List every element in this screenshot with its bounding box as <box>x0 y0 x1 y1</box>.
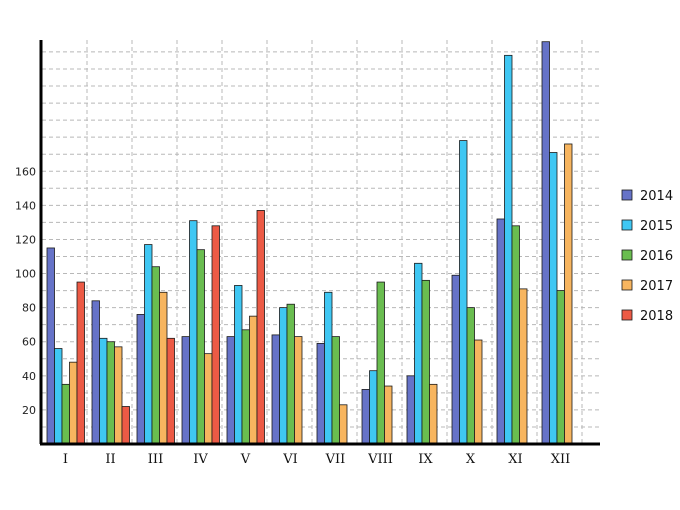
bar-2018-II <box>121 406 130 445</box>
y-tick-label: 20 <box>22 404 36 417</box>
bar-2014-V <box>226 336 235 445</box>
legend-label-2018: 2018 <box>640 309 673 324</box>
bar-2015-I <box>54 348 63 445</box>
legend-swatch-2017 <box>621 279 633 291</box>
x-tick-label: XI <box>508 452 522 467</box>
x-tick-label: V <box>240 452 251 467</box>
bar-2016-II <box>106 341 115 445</box>
x-tick-label: XII <box>551 452 571 467</box>
bar-2015-VI <box>279 307 288 445</box>
bar-2017-VIII <box>384 385 393 445</box>
bar-2015-XI <box>504 54 513 445</box>
bar-2015-V <box>234 285 243 445</box>
bar-2014-XI <box>496 218 505 445</box>
bar-2016-IV <box>196 249 205 445</box>
bar-2015-VII <box>324 291 333 445</box>
bar-2014-III <box>136 314 145 445</box>
x-tick-label: VIII <box>367 452 393 467</box>
x-tick-label: I <box>63 452 68 467</box>
bar-2016-I <box>61 383 70 445</box>
bar-2014-VIII <box>361 389 370 445</box>
bar-2017-II <box>114 346 123 445</box>
bar-2017-IV <box>204 353 213 445</box>
bar-2016-VI <box>286 303 295 445</box>
legend-label-2016: 2016 <box>640 249 673 264</box>
bar-2014-II <box>91 300 100 445</box>
x-tick-label: III <box>148 452 163 467</box>
y-tick-label: 60 <box>22 336 36 349</box>
y-tick-label: 100 <box>15 268 36 281</box>
bars <box>46 41 573 445</box>
bar-2016-IX <box>421 279 430 445</box>
bar-2018-V <box>256 210 265 445</box>
bar-2014-XII <box>541 41 550 445</box>
bar-2016-X <box>466 307 475 445</box>
bar-2015-III <box>144 244 153 445</box>
bar-2017-X <box>474 339 483 445</box>
bar-2017-IX <box>429 383 438 445</box>
bar-2014-VI <box>271 334 280 445</box>
bar-2016-VIII <box>376 281 385 445</box>
legend-swatch-2016 <box>621 249 633 261</box>
legend-label-2015: 2015 <box>640 219 673 234</box>
bar-2014-I <box>46 247 55 445</box>
bar-2016-V <box>241 329 250 445</box>
bar-2014-VII <box>316 343 325 445</box>
x-tick-label: II <box>105 452 115 467</box>
bar-2016-XI <box>511 225 520 445</box>
y-tick-label: 160 <box>15 165 36 178</box>
x-tick-label: VI <box>282 452 298 467</box>
bar-2017-XII <box>564 143 573 445</box>
bar-2017-V <box>249 315 258 445</box>
bar-2018-IV <box>211 225 220 445</box>
bar-2015-II <box>99 337 108 445</box>
y-tick-label: 40 <box>22 370 36 383</box>
legend-label-2017: 2017 <box>640 279 673 294</box>
x-tick-label: IX <box>418 452 433 467</box>
bar-2015-IX <box>414 262 423 445</box>
bar-2015-X <box>459 140 468 445</box>
bar-2017-XI <box>519 288 528 445</box>
legend-swatch-2015 <box>621 219 633 231</box>
bar-2015-VIII <box>369 370 378 445</box>
legend-swatch-2018 <box>621 309 633 321</box>
x-tick-label: IV <box>193 452 208 467</box>
bar-2014-IX <box>406 375 415 445</box>
bar-2018-III <box>166 337 175 445</box>
bar-2016-III <box>151 266 160 445</box>
x-tick-labels: I II III IV V VI VII VIII IX X XI XII <box>63 452 570 467</box>
bar-2014-X <box>451 274 460 445</box>
x-tick-label: VII <box>325 452 346 467</box>
y-tick-label: 80 <box>22 302 36 315</box>
y-tick-labels: 20 40 60 80 100 120 140 160 <box>15 165 36 417</box>
bar-2018-I <box>76 281 85 445</box>
y-tick-label: 140 <box>15 199 36 212</box>
bar-2017-I <box>69 361 78 445</box>
bar-2017-VI <box>294 336 303 445</box>
bar-2015-XII <box>549 152 558 445</box>
legend: 2014 2015 2016 2017 2018 <box>621 189 673 324</box>
bar-2014-IV <box>181 336 190 445</box>
bar-2016-XII <box>556 290 565 445</box>
legend-swatch-2014 <box>621 189 633 201</box>
bar-2015-IV <box>189 220 198 445</box>
bar-2017-VII <box>339 404 348 445</box>
y-tick-label: 120 <box>15 233 36 246</box>
legend-label-2014: 2014 <box>640 189 673 204</box>
bar-2016-VII <box>331 336 340 445</box>
bar-2017-III <box>159 291 168 445</box>
x-tick-label: X <box>466 452 476 467</box>
